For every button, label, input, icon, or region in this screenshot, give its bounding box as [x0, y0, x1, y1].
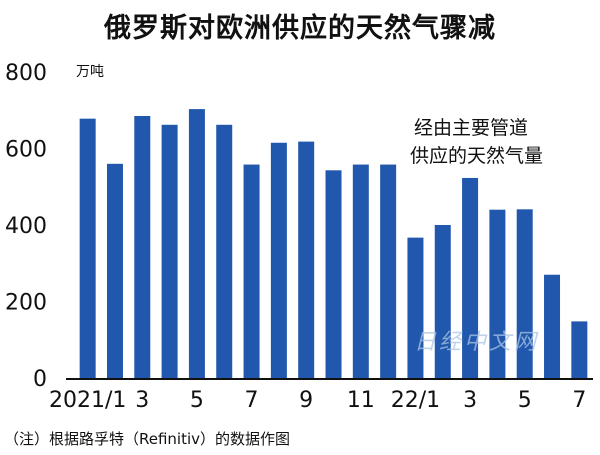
bar — [243, 164, 260, 378]
chart-title: 俄罗斯对欧洲供应的天然气骤减 — [104, 13, 496, 44]
x-tick-label: 3 — [135, 388, 149, 413]
bar — [434, 225, 451, 378]
bar — [134, 115, 151, 379]
bar — [106, 163, 123, 378]
x-tick-label: 7 — [245, 388, 259, 413]
bar — [216, 124, 233, 378]
bar — [298, 141, 315, 378]
x-tick-label: 22/1 — [391, 388, 440, 413]
x-tick-label: 5 — [518, 388, 532, 413]
bar — [516, 209, 533, 378]
bar — [380, 164, 397, 378]
bar — [161, 124, 178, 378]
bar — [79, 118, 96, 378]
annotation-line-1: 经由主要管道 — [414, 117, 528, 139]
y-tick-label: 800 — [5, 61, 47, 86]
watermark: 日经中文网 — [414, 330, 540, 355]
x-tick-label: 3 — [463, 388, 477, 413]
y-tick-label: 0 — [33, 367, 47, 392]
bar — [407, 237, 424, 378]
x-tick-label: 2021/1 — [49, 388, 126, 413]
bar — [270, 142, 287, 378]
bar — [352, 164, 369, 378]
bar — [462, 177, 479, 378]
source-note: （注）根据路孚特（Refinitiv）的数据作图 — [4, 430, 291, 448]
x-tick-label: 9 — [299, 388, 313, 413]
bar — [325, 170, 342, 378]
bar — [544, 274, 561, 378]
unit-label: 万吨 — [76, 64, 104, 80]
y-tick-label: 200 — [5, 291, 47, 316]
bar — [489, 209, 506, 378]
annotation-line-2: 供应的天然气量 — [410, 145, 543, 167]
bar — [188, 109, 205, 378]
x-tick-label: 11 — [347, 388, 375, 413]
bar — [571, 321, 588, 378]
x-tick-label: 5 — [190, 388, 204, 413]
y-tick-label: 600 — [5, 138, 47, 163]
x-tick-label: 7 — [572, 388, 586, 413]
y-tick-label: 400 — [5, 214, 47, 239]
